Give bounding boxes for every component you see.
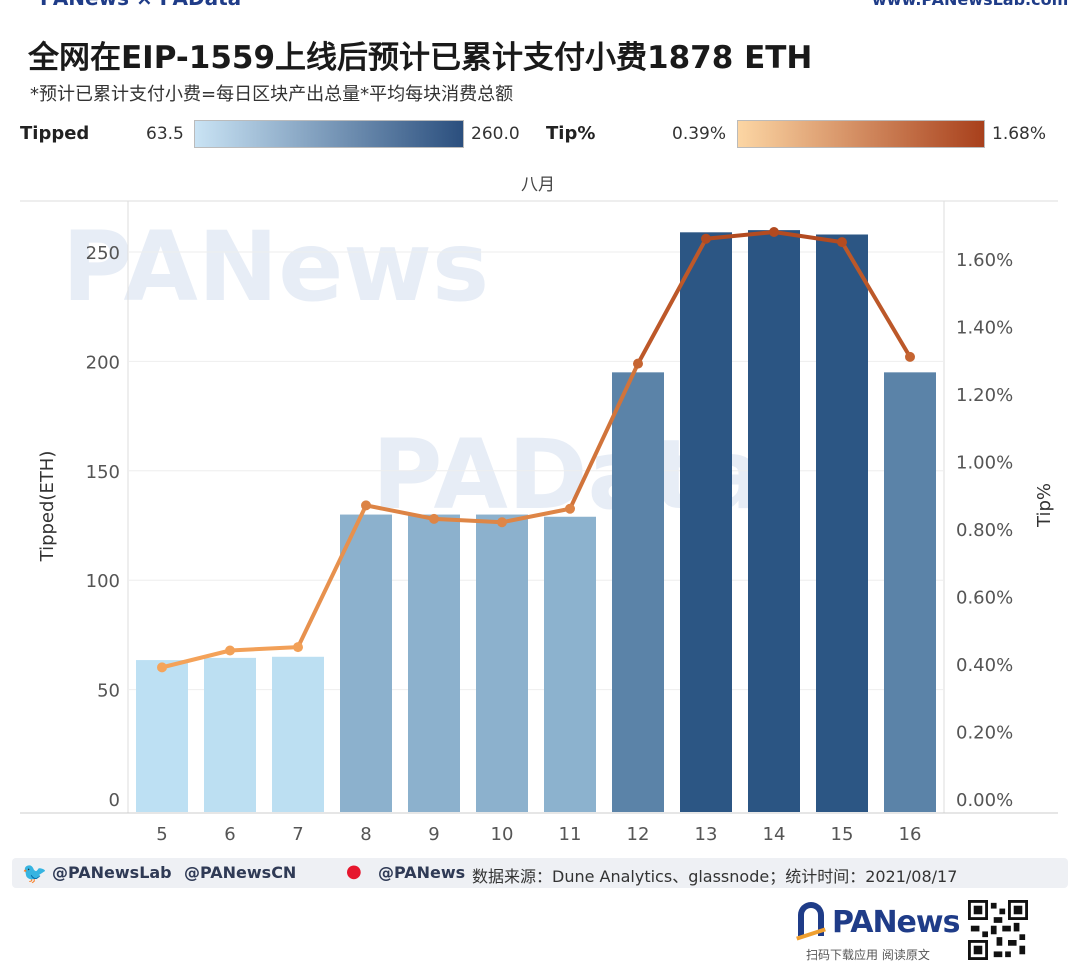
y-tick-label: 250 bbox=[86, 243, 120, 264]
x-tick-label: 15 bbox=[831, 824, 854, 845]
line-point bbox=[633, 358, 643, 369]
brand-name: PANews bbox=[832, 905, 960, 940]
footer-weibo: @PANews bbox=[378, 863, 466, 882]
line-point bbox=[429, 513, 439, 524]
grid bbox=[20, 200, 1058, 814]
footer-source: 数据来源：Dune Analytics、glassnode；统计时间：2021/… bbox=[472, 867, 958, 886]
x-tick-label: 7 bbox=[292, 824, 303, 845]
bar bbox=[476, 514, 528, 812]
line-point bbox=[701, 233, 711, 244]
y-tick-label: 0 bbox=[109, 790, 120, 811]
line-segment bbox=[772, 230, 844, 245]
bar bbox=[884, 372, 936, 812]
bars bbox=[136, 230, 936, 813]
y-right-tick-label: 0.40% bbox=[956, 655, 1013, 676]
y-tick-label: 200 bbox=[86, 352, 120, 373]
x-tick-label: 14 bbox=[763, 824, 786, 845]
x-tick-label: 10 bbox=[491, 824, 514, 845]
brand-sub: 扫码下载应用 阅读原文 bbox=[806, 948, 930, 962]
bar bbox=[680, 232, 732, 813]
y-axis-label: Tipped(ETH) bbox=[37, 451, 58, 563]
x-tick-label: 5 bbox=[156, 824, 167, 845]
footer-bar: 🐦 @PANewsLab @PANewsCN ● @PANews 数据来源：Du… bbox=[12, 858, 1068, 888]
line-segment bbox=[636, 236, 708, 366]
line-segment bbox=[296, 503, 368, 650]
chart-title: 全网在EIP-1559上线后预计已累计支付小费1878 ETH bbox=[28, 40, 813, 76]
y-tick-label: 50 bbox=[97, 681, 120, 702]
y-right-tick-label: 1.40% bbox=[956, 318, 1013, 339]
y-right-tick-label: 1.60% bbox=[956, 250, 1013, 271]
x-tick-label: 9 bbox=[428, 824, 439, 845]
line-segment bbox=[500, 506, 572, 525]
y-right-tick-label: 0.20% bbox=[956, 723, 1013, 744]
panews-logo-icon bbox=[796, 902, 826, 942]
legend-tip-gradient bbox=[737, 120, 985, 148]
bar bbox=[748, 230, 800, 812]
line-segment bbox=[364, 503, 436, 521]
line-segment bbox=[840, 240, 912, 359]
axes: 0 50 100 150 200 250 0.00% 0.20% 0.40% 0.60% 0.80%… bbox=[86, 243, 1014, 845]
x-tick-label: 8 bbox=[360, 824, 371, 845]
bar bbox=[204, 657, 256, 812]
weibo-icon: ● bbox=[346, 861, 362, 882]
line-point bbox=[157, 662, 167, 673]
y-tick-label: 100 bbox=[86, 571, 120, 592]
x-tick-label: 12 bbox=[627, 824, 650, 845]
bar bbox=[272, 656, 324, 812]
y-right-tick-label: 0.00% bbox=[956, 790, 1013, 811]
line-point bbox=[293, 642, 303, 653]
twitter-icon: 🐦 bbox=[22, 861, 47, 885]
legend-tipped-min: 63.5 bbox=[146, 124, 184, 144]
bar bbox=[340, 514, 392, 812]
legend-tipped-max: 260.0 bbox=[471, 124, 520, 144]
line-segment bbox=[228, 645, 300, 653]
y-right-tick-label: 1.00% bbox=[956, 453, 1013, 474]
x-tick-label: 11 bbox=[559, 824, 582, 845]
bar bbox=[544, 516, 596, 812]
column-header: 八月 bbox=[521, 175, 555, 195]
y-right-tick-label: 1.20% bbox=[956, 385, 1013, 406]
x-tick-label: 16 bbox=[899, 824, 922, 845]
y-axis-right-label: Tip% bbox=[1034, 483, 1055, 528]
bar bbox=[408, 514, 460, 812]
line-point bbox=[905, 351, 915, 362]
line-point bbox=[225, 645, 235, 656]
header-strip: PANews × PAData www.PANewsLab.com bbox=[0, 0, 1080, 12]
bar bbox=[612, 372, 664, 812]
line-segment bbox=[160, 648, 232, 670]
footer-twitter1: @PANewsLab bbox=[52, 863, 172, 882]
bar bbox=[816, 234, 868, 813]
tip-line bbox=[157, 227, 915, 673]
y-right-tick-label: 0.60% bbox=[956, 588, 1013, 609]
header-url: www.PANewsLab.com bbox=[872, 0, 1068, 9]
line-point bbox=[565, 503, 575, 514]
line-point bbox=[837, 237, 847, 248]
chart: PANews PAData 八月 0501001502002500.00%0.2… bbox=[20, 175, 1058, 845]
footer-twitter2: @PANewsCN bbox=[184, 863, 297, 882]
line-point bbox=[361, 500, 371, 511]
legend-tip-min: 0.39% bbox=[672, 124, 727, 144]
line-segment bbox=[568, 361, 640, 511]
y-tick-label: 150 bbox=[86, 462, 120, 483]
x-tick-label: 13 bbox=[695, 824, 718, 845]
x-tick-label: 6 bbox=[224, 824, 235, 845]
line-point bbox=[769, 227, 779, 237]
watermark-panews: PANews bbox=[62, 211, 489, 323]
legend-tip-max: 1.68% bbox=[992, 124, 1047, 144]
legend-tipped-label: Tipped bbox=[20, 123, 90, 144]
line-point bbox=[497, 517, 507, 528]
legend-tip-label: Tip% bbox=[546, 123, 596, 144]
qr-code[interactable] bbox=[968, 900, 1028, 960]
y-right-tick-label: 0.80% bbox=[956, 520, 1013, 541]
line-segment bbox=[432, 516, 504, 525]
legend-tipped-gradient bbox=[194, 120, 464, 148]
bar bbox=[136, 660, 188, 812]
chart-subtitle: *预计已累计支付小费=每日区块产出总量*平均每块消费总额 bbox=[30, 84, 514, 105]
header-logo: PANews × PAData bbox=[40, 0, 241, 10]
line-segment bbox=[704, 230, 776, 241]
